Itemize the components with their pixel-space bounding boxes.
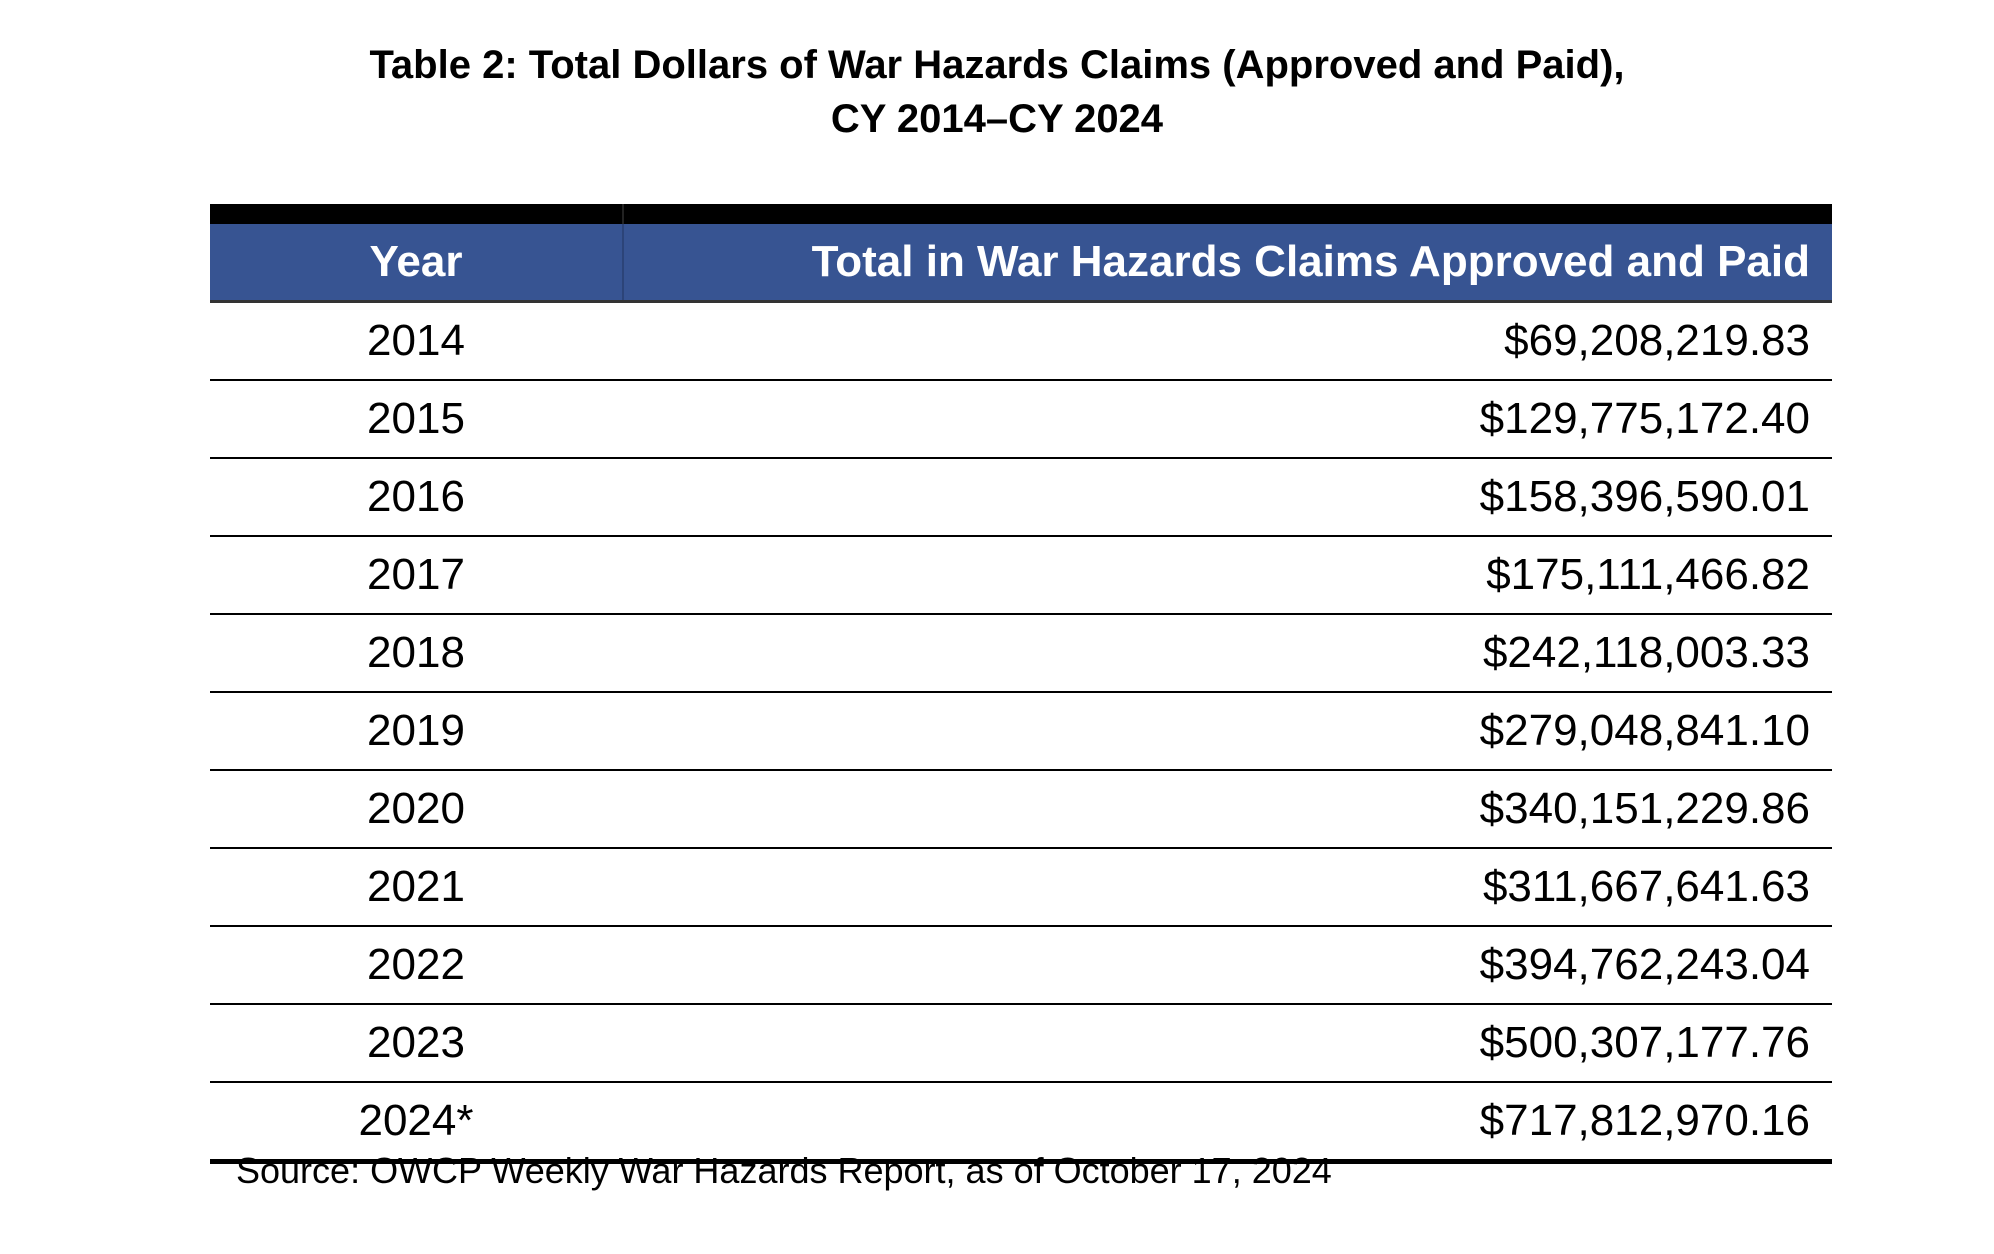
cell-total: $158,396,590.01: [1479, 472, 1810, 521]
table-title: Table 2: Total Dollars of War Hazards Cl…: [0, 38, 1994, 146]
cell-year: 2023: [367, 1018, 465, 1067]
table-row: 2020 $340,151,229.86: [210, 771, 1832, 849]
cell-year: 2016: [367, 472, 465, 521]
table-row: 2023 $500,307,177.76: [210, 1005, 1832, 1083]
table-header-row: Year Total in War Hazards Claims Approve…: [210, 224, 1832, 303]
table-top-rule: [210, 204, 1832, 224]
cell-year: 2015: [367, 394, 465, 443]
header-year: Year: [210, 224, 624, 300]
table-row: 2024* $717,812,970.16: [210, 1083, 1832, 1164]
cell-year: 2022: [367, 940, 465, 989]
header-total: Total in War Hazards Claims Approved and…: [811, 237, 1810, 286]
source-note: Source: OWCP Weekly War Hazards Report, …: [236, 1150, 1332, 1191]
cell-total: $69,208,219.83: [1504, 316, 1810, 365]
table-row: 2022 $394,762,243.04: [210, 927, 1832, 1005]
title-line-1: Table 2: Total Dollars of War Hazards Cl…: [369, 43, 1625, 87]
cell-year: 2017: [367, 550, 465, 599]
claims-table: Year Total in War Hazards Claims Approve…: [210, 204, 1832, 1164]
cell-year: 2020: [367, 784, 465, 833]
cell-year: 2024*: [358, 1096, 474, 1145]
cell-total: $394,762,243.04: [1479, 940, 1810, 989]
cell-total: $175,111,466.82: [1486, 550, 1810, 599]
table-row: 2018 $242,118,003.33: [210, 615, 1832, 693]
cell-total: $279,048,841.10: [1479, 706, 1810, 755]
table-row: 2017 $175,111,466.82: [210, 537, 1832, 615]
cell-year: 2021: [367, 862, 465, 911]
cell-total: $242,118,003.33: [1482, 628, 1810, 677]
cell-total: $311,667,641.63: [1482, 862, 1810, 911]
table-row: 2014 $69,208,219.83: [210, 303, 1832, 381]
cell-total: $717,812,970.16: [1479, 1096, 1810, 1145]
table-row: 2016 $158,396,590.01: [210, 459, 1832, 537]
table-row: 2019 $279,048,841.10: [210, 693, 1832, 771]
title-line-2: CY 2014–CY 2024: [830, 97, 1164, 141]
table-row: 2021 $311,667,641.63: [210, 849, 1832, 927]
cell-year: 2019: [367, 706, 465, 755]
cell-total: $340,151,229.86: [1479, 784, 1810, 833]
cell-total: $500,307,177.76: [1479, 1018, 1810, 1067]
cell-total: $129,775,172.40: [1479, 394, 1810, 443]
table-row: 2015 $129,775,172.40: [210, 381, 1832, 459]
cell-year: 2014: [367, 316, 465, 365]
cell-year: 2018: [367, 628, 465, 677]
